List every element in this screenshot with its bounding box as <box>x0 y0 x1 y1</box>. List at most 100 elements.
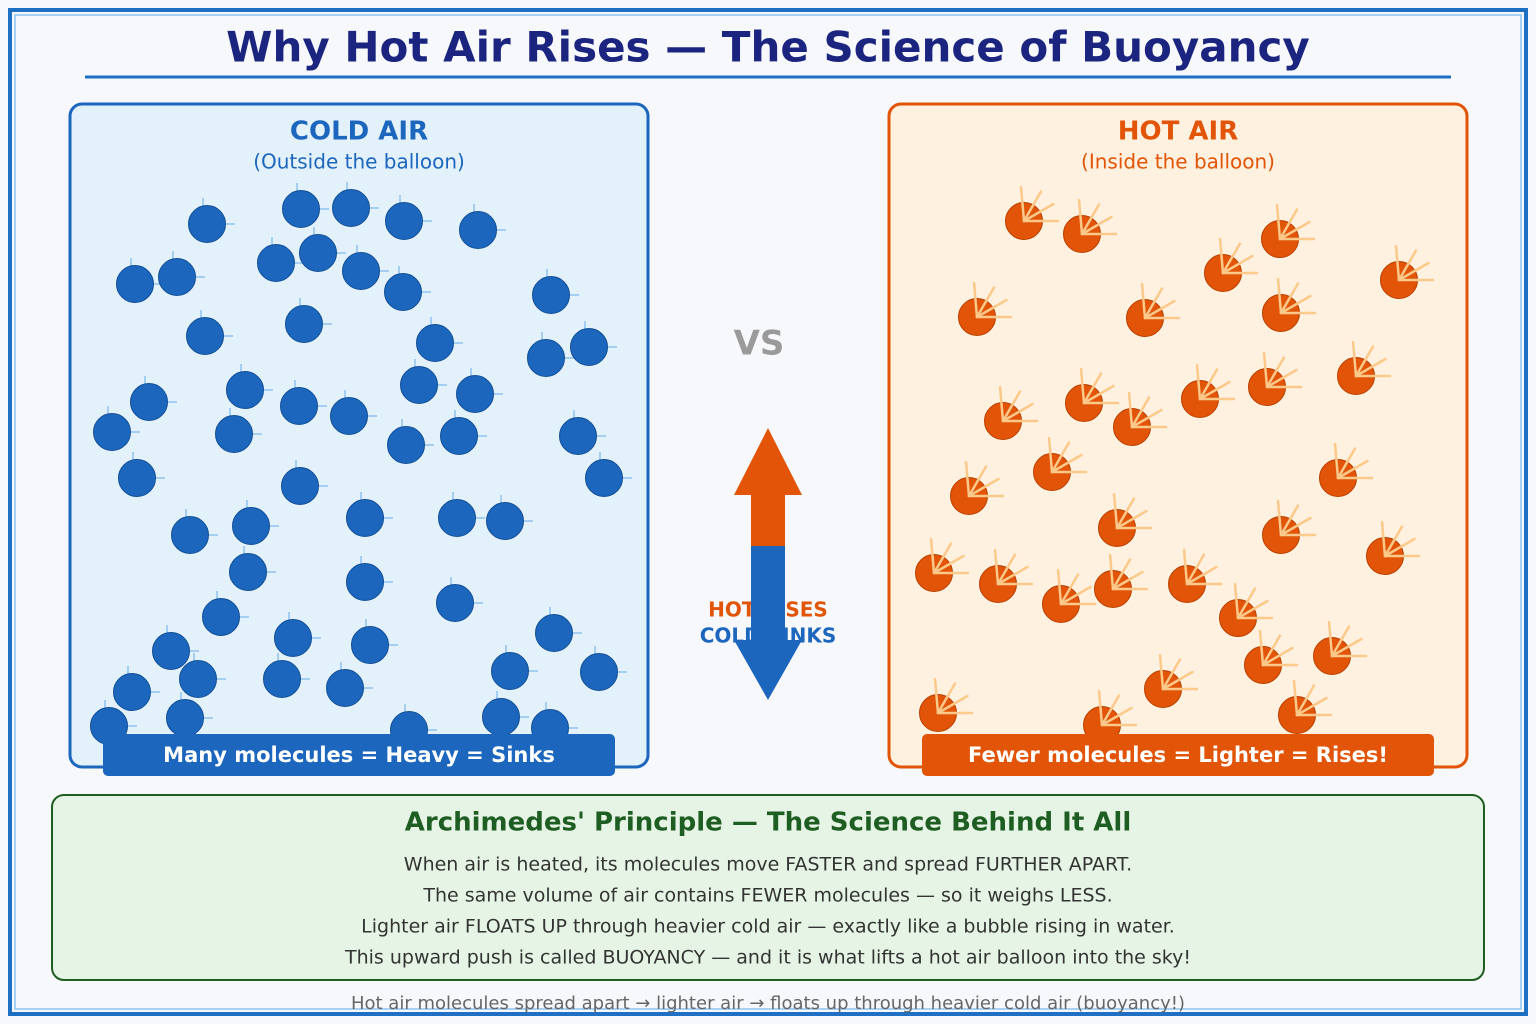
cold-molecule <box>436 584 474 622</box>
heat-ray <box>932 542 953 575</box>
heat-ray <box>1080 203 1101 236</box>
heat-ray <box>1218 237 1225 275</box>
cold-molecule <box>285 305 323 343</box>
cold-molecule <box>229 553 267 591</box>
cold-molecule <box>130 383 168 421</box>
hot-caption: Fewer molecules = Lighter = Rises! <box>968 743 1388 767</box>
heat-ray <box>1056 568 1063 606</box>
cold-molecule <box>186 317 224 355</box>
heat-ray <box>1333 442 1340 480</box>
heat-ray <box>1059 585 1092 606</box>
heat-ray <box>1397 249 1418 282</box>
cold-molecule <box>527 339 565 377</box>
cold-molecule <box>232 507 270 545</box>
cold-molecule <box>346 499 384 537</box>
heat-ray <box>1047 436 1054 474</box>
principle-lines: When air is heated, its molecules move F… <box>344 854 1191 969</box>
cold-molecule <box>274 619 312 657</box>
cold-molecule <box>188 205 226 243</box>
cold-molecule <box>456 375 494 413</box>
cold-molecule <box>482 698 520 736</box>
heat-ray <box>1059 573 1080 606</box>
heat-ray <box>1330 625 1351 658</box>
heat-ray <box>1221 242 1242 275</box>
heat-ray <box>1236 587 1257 620</box>
cold-molecule <box>585 459 623 497</box>
hot-panel <box>887 102 1469 769</box>
heat-ray <box>1082 372 1103 405</box>
heat-ray <box>1354 357 1387 378</box>
inner-border <box>14 14 1522 1010</box>
cold-molecule <box>535 614 573 652</box>
heat-ray <box>1221 254 1254 275</box>
heat-ray <box>975 298 1008 319</box>
cold-molecule <box>299 234 337 272</box>
heat-ray <box>1198 380 1231 401</box>
heat-ray <box>975 286 996 319</box>
heat-ray <box>929 537 936 575</box>
heat-ray <box>1050 441 1071 474</box>
heat-ray <box>1143 299 1176 320</box>
heat-ray <box>1279 294 1312 315</box>
heat-ray <box>1330 637 1363 658</box>
heat-ray <box>1195 363 1202 401</box>
heat-ray <box>1130 396 1151 429</box>
heat-ray <box>1050 453 1083 474</box>
heat-ray <box>1108 553 1115 591</box>
cold-molecule <box>532 276 570 314</box>
cold-molecule <box>459 211 497 249</box>
heat-ray <box>1001 390 1022 423</box>
heat-ray <box>1115 497 1136 530</box>
heat-ray <box>1276 499 1283 537</box>
heat-ray <box>998 385 1005 423</box>
heat-ray <box>1383 537 1416 558</box>
heat-ray <box>936 682 957 715</box>
cold-molecule <box>491 652 529 690</box>
heat-ray <box>1262 351 1269 389</box>
heat-ray <box>1100 694 1121 727</box>
principle-title: Archimedes' Principle — The Science Behi… <box>405 808 1132 838</box>
principle-line: Lighter air FLOATS UP through heavier co… <box>361 916 1175 938</box>
heat-ray <box>1258 629 1265 667</box>
heat-ray <box>1327 620 1334 658</box>
heat-ray <box>1261 646 1294 667</box>
heat-ray <box>1019 185 1026 223</box>
heat-ray <box>1279 516 1312 537</box>
heat-ray <box>1097 689 1104 727</box>
cold-caption-box <box>103 734 615 776</box>
heat-ray <box>993 548 1000 586</box>
heat-ray <box>1236 599 1269 620</box>
cold-molecule <box>332 189 370 227</box>
principle-line: When air is heated, its molecules move F… <box>404 854 1132 876</box>
heat-ray <box>1143 287 1164 320</box>
heat-ray <box>1161 670 1194 691</box>
heat-ray <box>1140 282 1147 320</box>
principle-line: This upward push is called BUOYANCY — an… <box>344 947 1191 969</box>
cold-molecule <box>257 244 295 282</box>
cold-molecule <box>226 371 264 409</box>
heat-ray <box>1265 356 1286 389</box>
cold-molecule <box>326 669 364 707</box>
vs-label: VS <box>734 324 785 364</box>
heat-ray <box>1295 696 1328 717</box>
cold-subtitle: (Outside the balloon) <box>253 150 465 174</box>
cold-molecule <box>113 673 151 711</box>
heat-ray <box>1161 658 1182 691</box>
cold-molecule <box>342 252 380 290</box>
heat-ray <box>996 565 1029 586</box>
hot-subtitle: (Inside the balloon) <box>1081 150 1275 174</box>
cold-molecule <box>93 413 131 451</box>
heat-ray <box>1185 553 1206 586</box>
cold-molecule <box>118 459 156 497</box>
principle-line: The same volume of air contains FEWER mo… <box>422 885 1112 907</box>
heat-ray <box>1079 367 1086 405</box>
hot-title: HOT AIR <box>1118 117 1238 147</box>
cold-molecule <box>438 499 476 537</box>
principle-box <box>51 794 1485 981</box>
cold-molecule <box>580 653 618 691</box>
cold-caption: Many molecules = Heavy = Sinks <box>163 743 555 767</box>
heat-ray <box>1022 202 1055 223</box>
cold-molecule <box>281 467 319 505</box>
heat-ray <box>1082 384 1115 405</box>
